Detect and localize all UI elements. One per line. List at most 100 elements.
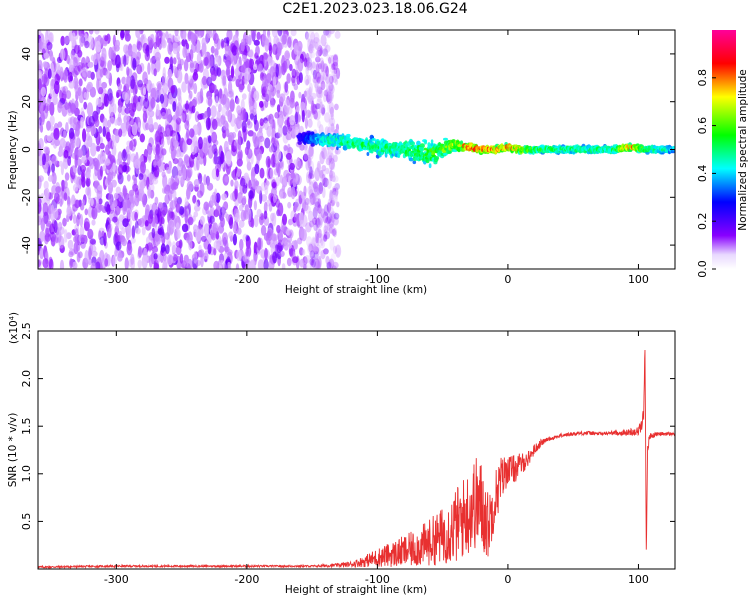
noise-mark (284, 81, 289, 93)
noise-mark (321, 147, 328, 160)
noise-mark (112, 254, 117, 267)
noise-mark (323, 69, 328, 81)
noise-mark (62, 85, 69, 95)
noise-mark (158, 212, 163, 226)
noise-mark (234, 212, 241, 223)
noise-mark (197, 113, 203, 121)
noise-mark (336, 201, 340, 208)
noise-mark (193, 140, 199, 154)
noise-mark (305, 109, 312, 119)
noise-mark (138, 173, 144, 181)
noise-mark (269, 100, 275, 108)
noise-mark (330, 113, 335, 120)
noise-mark (137, 246, 142, 258)
noise-mark (172, 101, 177, 112)
noise-mark (320, 233, 324, 246)
noise-mark (136, 101, 142, 112)
noise-mark (302, 262, 308, 269)
noise-mark (300, 101, 306, 111)
noise-mark (70, 165, 77, 176)
noise-mark (326, 261, 332, 269)
noise-mark (177, 69, 182, 83)
noise-mark (304, 255, 311, 264)
noise-mark (107, 88, 113, 102)
noise-mark (287, 187, 294, 198)
noise-mark (87, 61, 94, 68)
noise-mark (175, 202, 181, 213)
noise-mark (129, 140, 134, 151)
noise-mark (319, 238, 326, 249)
noise-mark (309, 40, 316, 48)
noise-mark (147, 186, 152, 199)
noise-mark (126, 66, 130, 77)
noise-mark (320, 208, 326, 219)
noise-mark (168, 177, 172, 186)
noise-mark (200, 235, 207, 242)
noise-mark (153, 165, 160, 178)
noise-mark (260, 225, 267, 236)
noise-mark (101, 81, 108, 89)
noise-mark (225, 110, 232, 117)
noise-mark (70, 32, 76, 47)
noise-mark (185, 43, 190, 50)
noise-mark (327, 103, 331, 114)
noise-mark (95, 131, 101, 146)
noise-mark (319, 62, 327, 70)
noise-mark (334, 148, 341, 155)
noise-mark (328, 167, 333, 176)
noise-mark (164, 56, 170, 64)
noise-mark (295, 105, 301, 112)
noise-mark (334, 186, 338, 200)
noise-mark (57, 101, 62, 113)
noise-mark (320, 80, 326, 91)
noise-mark (325, 30, 332, 37)
spectrogram-y-axis-label: Frequency (Hz) (7, 110, 19, 189)
noise-mark (188, 239, 193, 251)
noise-mark (332, 187, 337, 196)
signal-mark (362, 146, 366, 150)
noise-mark (38, 259, 41, 268)
noise-mark (76, 158, 82, 167)
noise-mark (247, 130, 254, 137)
noise-mark (172, 189, 177, 200)
noise-mark (186, 138, 193, 146)
noise-mark (223, 246, 230, 253)
noise-mark (164, 193, 170, 205)
noise-mark (242, 184, 248, 194)
noise-mark (63, 180, 68, 189)
noise-mark (79, 33, 85, 47)
noise-mark (161, 73, 167, 86)
noise-mark (256, 185, 263, 194)
noise-mark (192, 194, 197, 204)
noise-mark (38, 78, 42, 91)
noise-mark (147, 149, 152, 161)
signal-mark (336, 146, 339, 151)
noise-mark (317, 47, 323, 57)
noise-mark (328, 223, 335, 235)
noise-mark (213, 247, 217, 256)
noise-mark (272, 251, 278, 264)
noise-mark (241, 54, 247, 63)
noise-mark (199, 88, 204, 102)
noise-mark (138, 179, 145, 194)
noise-mark (70, 102, 76, 115)
noise-mark (232, 233, 237, 246)
noise-mark (308, 144, 314, 157)
noise-mark (132, 57, 137, 71)
noise-mark (173, 253, 178, 262)
signal-mark (424, 140, 427, 145)
noise-mark (131, 122, 138, 136)
noise-mark (213, 33, 219, 44)
noise-mark (176, 197, 182, 205)
noise-mark (98, 125, 103, 134)
noise-mark (235, 263, 240, 269)
noise-mark (307, 110, 313, 121)
noise-mark (104, 159, 111, 166)
noise-mark (317, 120, 321, 129)
noise-mark (276, 104, 281, 113)
noise-mark (288, 229, 294, 239)
noise-mark (144, 50, 150, 62)
noise-mark (114, 204, 121, 216)
noise-mark (186, 128, 190, 140)
noise-mark (175, 106, 180, 120)
